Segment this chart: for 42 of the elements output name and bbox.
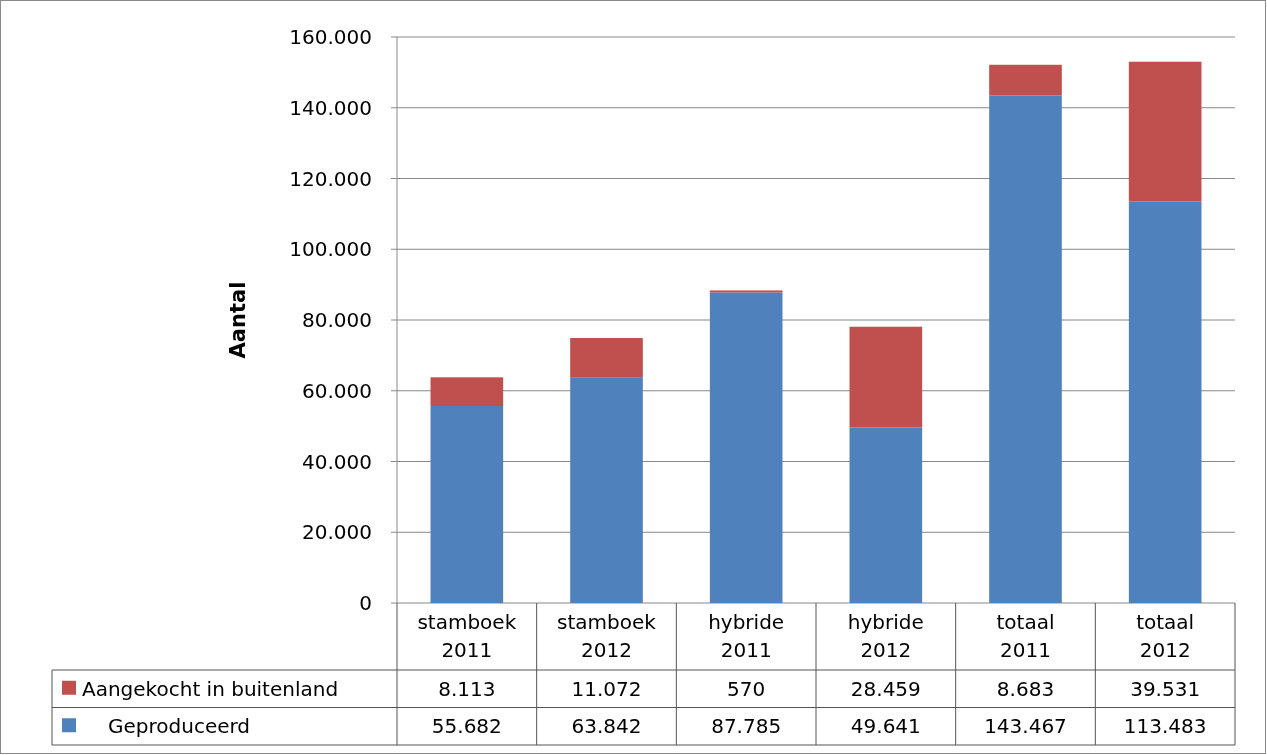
x-tick-label: hybride 2011 [708, 610, 785, 662]
y-tick-label: 60.000 [302, 378, 372, 403]
data-label: 143.467 [984, 714, 1067, 739]
y-tick-label: 0 [359, 591, 372, 615]
x-tick-label: totaal 2012 [1136, 610, 1195, 662]
data-label: 49.641 [850, 714, 921, 739]
y-tick-label: 80.000 [302, 308, 372, 332]
data-label: 113.483 [1123, 714, 1207, 739]
bar [430, 377, 504, 407]
legend-label: Aangekocht in buitenland [82, 676, 339, 701]
y-tick-label: 140.000 [289, 95, 372, 120]
bar [849, 427, 923, 603]
x-tick-label: stamboek 2011 [417, 610, 517, 662]
data-label: 8.113 [438, 676, 496, 701]
legend-label: Geproduceerd [108, 714, 251, 739]
data-label: 28.459 [850, 676, 921, 701]
y-tick-label: 20.000 [302, 520, 372, 545]
data-label: 8.683 [996, 676, 1055, 701]
x-tick-label: hybride 2012 [847, 610, 924, 662]
bar [989, 64, 1062, 96]
bar [430, 406, 504, 603]
y-tick-label: 100.000 [289, 237, 372, 262]
data-label: 39.531 [1130, 676, 1201, 701]
y-axis-title: Aantal [226, 281, 250, 359]
bar [570, 377, 643, 603]
bar [849, 326, 923, 428]
bar [1128, 201, 1202, 603]
y-tick-label: 40.000 [302, 449, 372, 474]
bar [709, 292, 783, 603]
y-tick-label: 160.000 [289, 25, 372, 49]
bar [1128, 61, 1202, 202]
x-tick-label: stamboek 2012 [557, 610, 657, 662]
bar [989, 95, 1062, 603]
bar [570, 337, 643, 378]
data-label: 63.842 [571, 714, 642, 739]
y-tick-label: 120.000 [289, 166, 372, 191]
data-label: 55.682 [431, 714, 502, 739]
data-label: 11.072 [571, 676, 642, 701]
x-tick-label: totaal 2011 [996, 610, 1055, 662]
data-label: 570 [727, 676, 766, 701]
bar [709, 290, 783, 293]
data-label: 87.785 [711, 714, 782, 739]
